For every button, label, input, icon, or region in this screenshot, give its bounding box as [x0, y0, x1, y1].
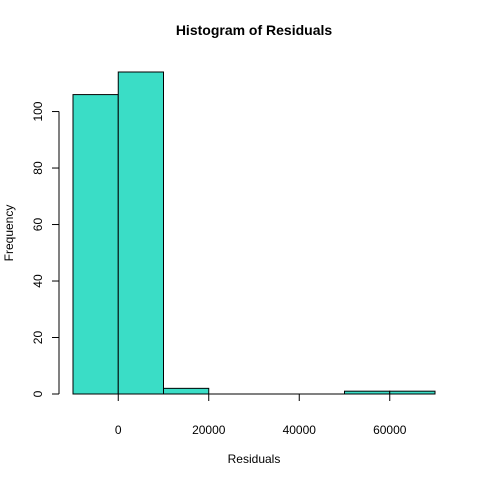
y-tick-label: 100 — [31, 101, 45, 121]
y-tick-label: 60 — [31, 218, 45, 232]
histogram-bar — [389, 390, 436, 395]
x-tick-label: 0 — [115, 423, 122, 437]
histogram-bar — [163, 387, 210, 395]
x-tick-label: 40000 — [283, 423, 317, 437]
x-axis: 0 20000 40000 60000 — [115, 393, 407, 437]
y-tick-label: 20 — [31, 331, 45, 345]
histogram-bar — [117, 71, 164, 395]
x-tick-label: 60000 — [373, 423, 407, 437]
chart-title: Histogram of Residuals — [176, 22, 333, 38]
y-axis-title: Frequency — [2, 205, 16, 262]
bars-layer — [72, 71, 436, 395]
y-tick-label: 0 — [31, 390, 45, 397]
y-tick-label: 40 — [31, 274, 45, 288]
x-axis-title: Residuals — [228, 452, 281, 466]
x-tick-label: 20000 — [192, 423, 226, 437]
histogram-bar — [72, 94, 119, 395]
y-tick-label: 80 — [31, 161, 45, 175]
y-axis: 0 20 40 60 80 100 — [31, 101, 60, 397]
